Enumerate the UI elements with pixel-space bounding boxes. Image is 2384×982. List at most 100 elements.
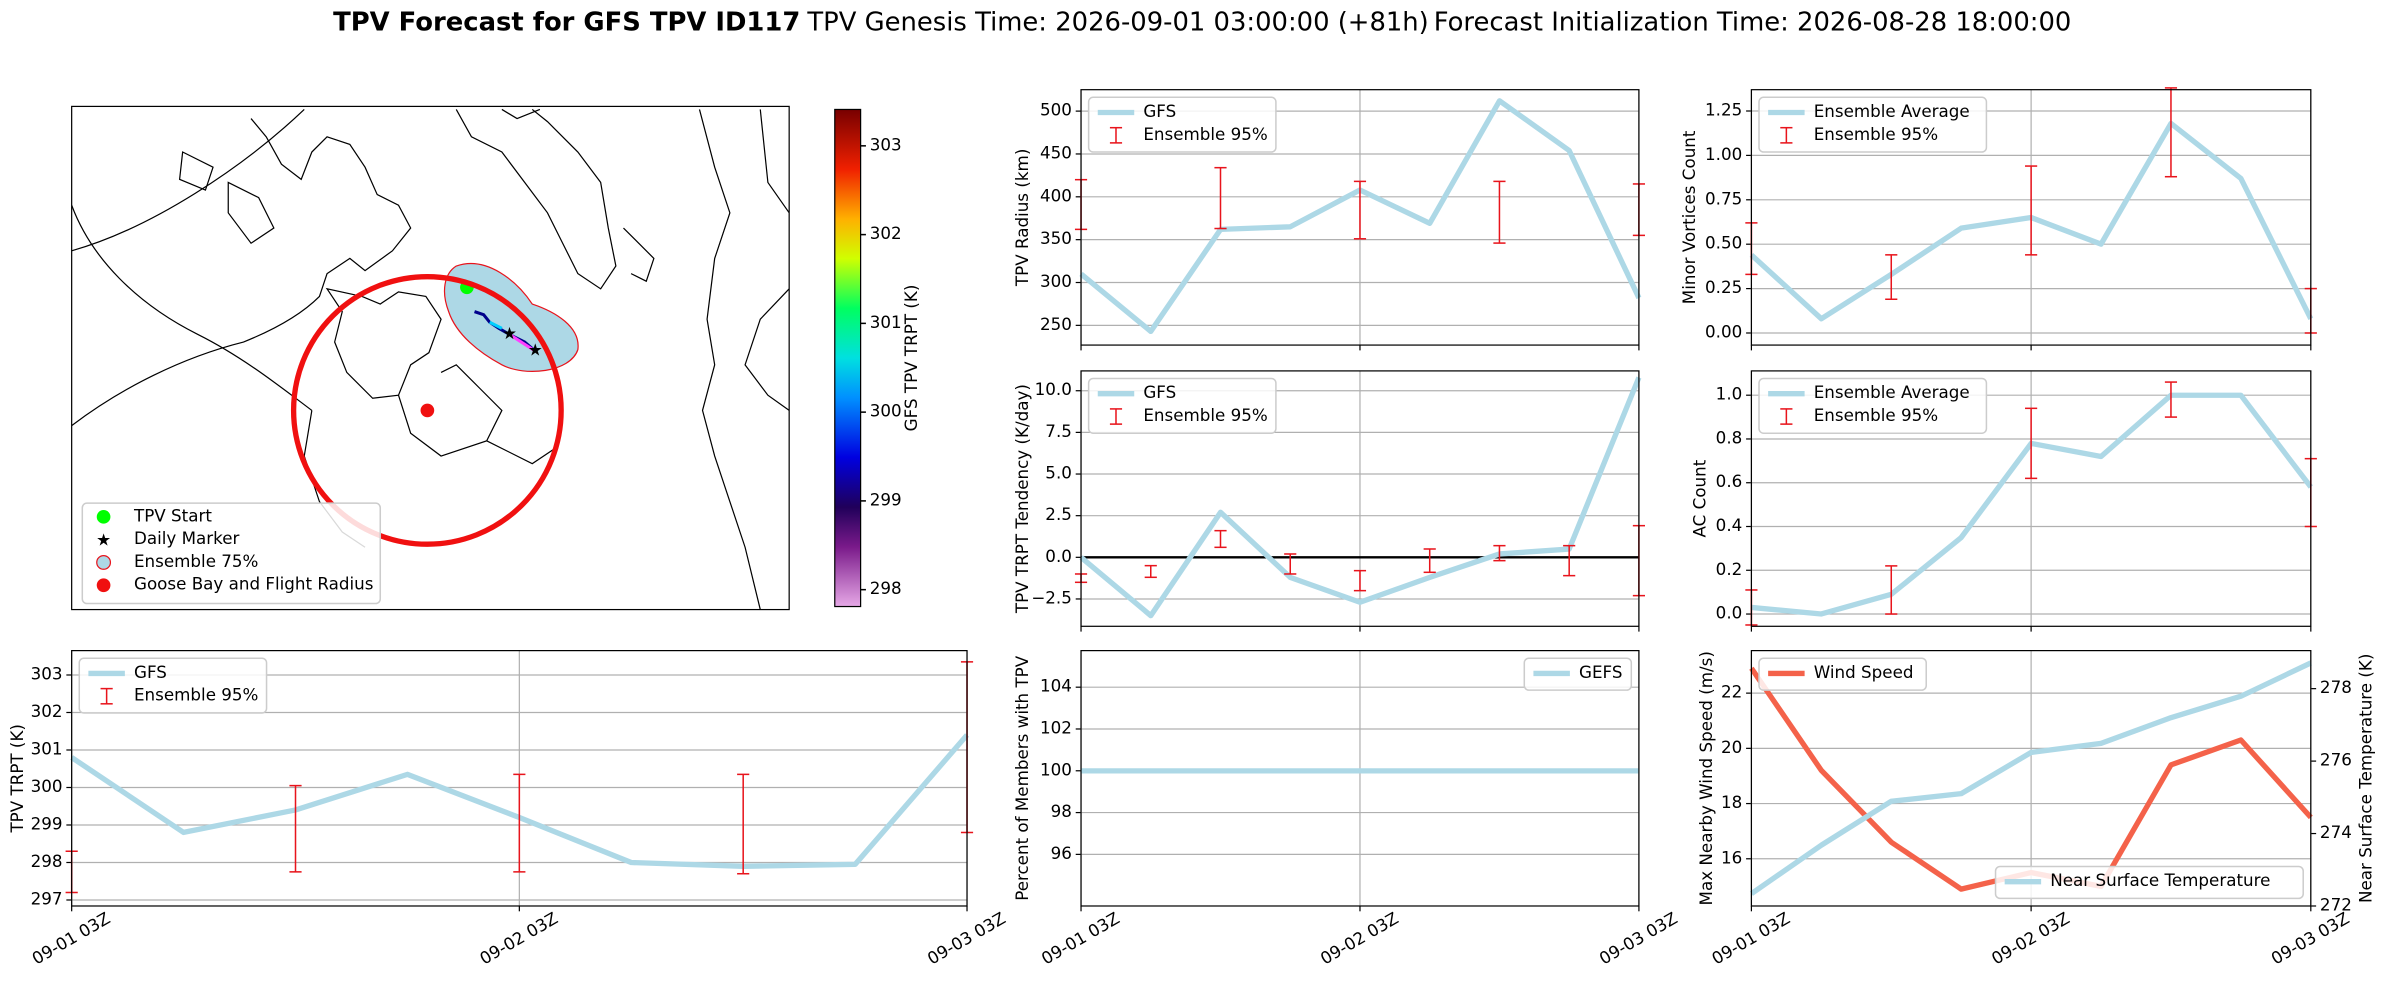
x-tick-label: 09-01 03Z [1038,908,1123,969]
init-time: Forecast Initialization Time: 2026-08-28… [1434,7,2072,37]
x-tick-label: 09-02 03Z [476,908,561,969]
y-tick-label: 1.25 [1705,99,1742,119]
y-axis-label: AC Count [1690,459,1710,537]
plot-frame [1750,89,2312,346]
y-tick-label: 300 [1040,271,1072,291]
plot-frame [1080,89,1640,346]
legend-label: Goose Bay and Flight Radius [134,574,373,594]
y-tick-label: 0.4 [1716,515,1743,535]
colorbar-tick-label: 300 [870,401,902,421]
y-tick-label: 0.6 [1716,471,1743,491]
y-tick-label: 102 [1040,717,1072,737]
y-tick-label: 0.00 [1705,321,1742,341]
y-tick-label: 0.0 [1716,603,1743,623]
y-tick-label: 10.0 [1035,379,1072,399]
colorbar-label: GFS TPV TRPT (K) [901,285,921,432]
legend-label: Ensemble 95% [1143,124,1267,144]
plot-frame [1080,370,1640,627]
y-tick-label: 5.0 [1045,463,1072,483]
legend-label: Wind Speed [1814,662,1914,682]
y-tick-label: 16 [1721,847,1742,867]
legend-box [1523,657,1633,691]
y-tick-label: 250 [1040,314,1072,334]
x-tick-label: 09-03 03Z [1596,908,1681,969]
y-tick-label: 0.25 [1705,277,1742,297]
x-tick-label: 09-03 03Z [2268,908,2353,969]
y-tick-label: 297 [31,888,63,908]
y-tick-label: 299 [31,813,63,833]
daily-marker: ★ [528,340,543,360]
legend-label: Ensemble 95% [1814,124,1938,144]
y-tick-label: 298 [31,851,63,871]
y-tick-label: 22 [1721,682,1742,702]
map-legend: ★ TPV Start Daily Marker Ensemble 75% Go… [81,502,382,605]
y-tick-label: 300 [31,776,63,796]
series-line [1079,376,1642,619]
y-tick-label: 104 [1040,676,1072,696]
y-axis-label: Minor Vortices Count [1679,130,1699,304]
y-tick-label: 0.50 [1705,233,1742,253]
daily-marker: ★ [502,323,517,343]
legend-label: Ensemble 95% [134,685,258,705]
legend-label: GFS [134,662,167,682]
y-tick-label: 100 [1040,759,1072,779]
legend-label: Near Surface Temperature [2050,870,2270,890]
y-tick-label: 500 [1040,100,1072,120]
colorbar-tick-label: 298 [870,578,902,598]
colorbar-tick-label: 301 [870,312,902,332]
y-tick-label: 96 [1051,843,1072,863]
y-tick-label: 20 [1721,737,1742,757]
y-tick-label: 350 [1040,228,1072,248]
plot-frame [71,650,968,907]
x-tick-label: 09-03 03Z [924,908,1009,969]
y2-tick-label: 272 [2320,894,2352,914]
plot-frame [1080,650,1640,907]
y-tick-label: 18 [1721,792,1742,812]
legend-label: Daily Marker [134,528,240,548]
x-tick-label: 09-01 03Z [1708,908,1793,969]
y-axis-label: Max Nearby Wind Speed (m/s) [1696,651,1716,905]
legend-box [1758,657,1927,691]
genesis-time: TPV Genesis Time: 2026-09-01 03:00:00 (+… [806,7,1428,37]
colorbar-tick-label: 302 [870,223,902,243]
y-tick-label: 2.5 [1045,504,1072,524]
flight-radius [290,274,564,547]
legend-label: TPV Start [133,505,212,525]
legend-label: GFS [1143,101,1176,121]
legend-box [1994,865,2304,900]
y2-tick-label: 278 [2320,677,2352,697]
plot-frame [1750,370,2312,627]
y-tick-label: 1.00 [1705,144,1742,164]
y-axis-label: TPV TRPT (K) [7,724,27,834]
y-tick-label: 98 [1051,801,1072,821]
legend-label: Ensemble 75% [134,551,258,571]
y-tick-label: 0.8 [1716,427,1743,447]
colorbar-tick-label: 299 [870,489,902,509]
legend-box [78,657,268,714]
y-tick-label: 1.0 [1716,384,1743,404]
legend-box [1758,377,1988,434]
legend-label: GFS [1143,382,1176,402]
legend-label: Ensemble Average [1814,101,1970,121]
legend-box [1087,377,1277,434]
map: ★ ★ ★ TPV Start Daily Marker Ensemble 75… [71,105,790,611]
x-tick-label: 09-01 03Z [28,908,113,969]
goose-bay [420,403,435,418]
y-tick-label: 303 [31,663,63,683]
y-tick-label: 301 [31,738,63,758]
colorbar [834,108,862,608]
legend-label: Ensemble 95% [1143,405,1267,425]
plot-frame [1750,650,2312,907]
y-tick-label: 0.75 [1705,188,1742,208]
legend-box [1758,96,1988,153]
y-axis-label: Percent of Members with TPV [1012,655,1032,901]
colorbar-tick-label: 303 [870,134,902,154]
series-line [1749,660,2312,896]
x-tick-label: 09-02 03Z [1988,908,2073,969]
y-axis-label: TPV TRPT Tendency (K/day) [1012,384,1032,614]
legend-box [1087,96,1277,153]
y-tick-label: −2.5 [1031,587,1072,607]
svg-text:★: ★ [96,530,111,550]
x-tick-label: 09-02 03Z [1317,908,1402,969]
